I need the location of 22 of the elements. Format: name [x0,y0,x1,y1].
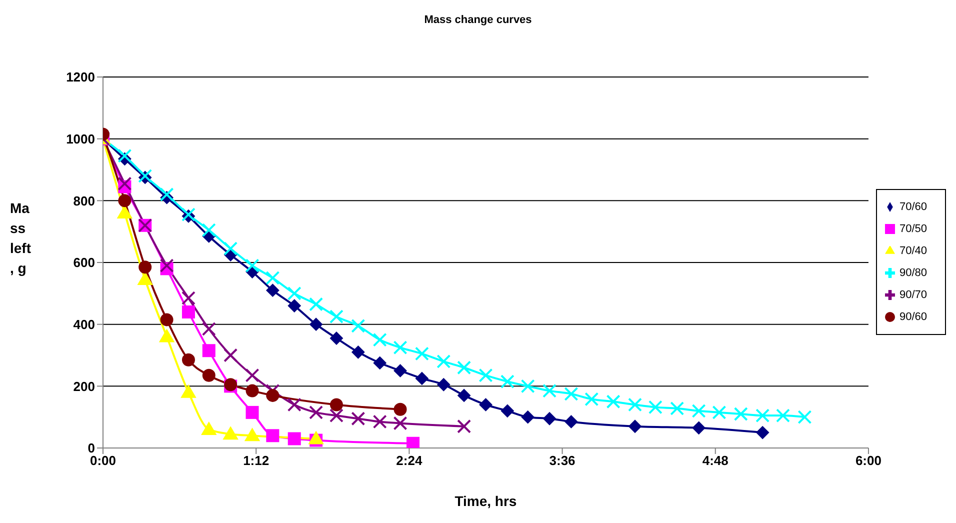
legend-label: 90/60 [899,310,927,322]
x-tick-label: 3:36 [549,453,576,468]
legend-label: 70/40 [899,244,927,256]
y-axis-title: Mass left, g [10,199,32,278]
x-axis-title: Time, hrs [454,493,517,509]
legend-label: 90/70 [899,288,927,300]
y-tick-label: 1000 [66,131,95,146]
y-tick-label: 400 [73,316,95,332]
legend-label: 90/80 [899,266,927,278]
x-tick-label: 4:48 [702,453,728,468]
y-tick-label: 1200 [66,70,95,85]
y-tick-label: 800 [73,193,95,208]
x-tick-label: 2:24 [396,453,423,468]
chart-title: Mass change curves [423,14,533,26]
legend-label: 70/60 [899,200,927,212]
y-tick-label: 0 [88,440,95,456]
legend-label: 70/50 [899,222,927,234]
x-tick-label: 1:12 [243,453,270,468]
y-tick-label: 600 [73,255,95,270]
x-tick-label: 0:00 [90,453,116,468]
y-tick-label: 200 [73,378,95,394]
x-tick-label: 6:00 [855,453,882,468]
